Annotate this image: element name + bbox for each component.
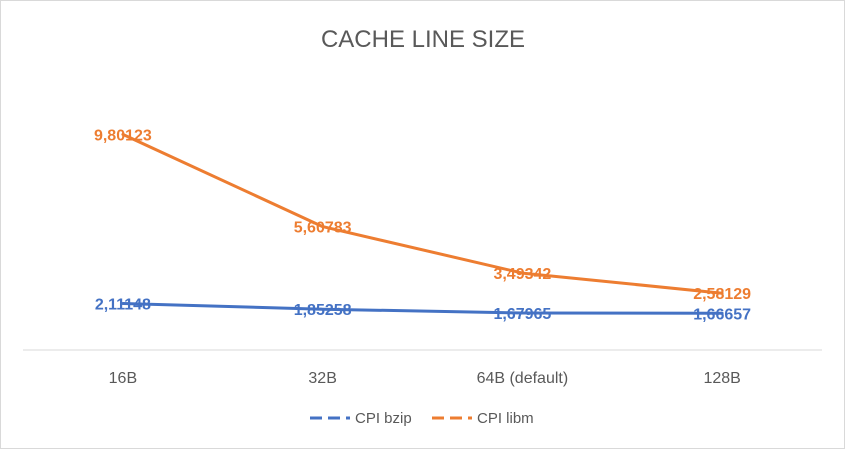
chart-title: CACHE LINE SIZE: [321, 26, 525, 53]
legend-label-cpi-bzip: CPI bzip: [355, 410, 412, 427]
x-tick-labels: 16B 32B 64B (default) 128B: [109, 370, 741, 387]
data-label: 9,80123: [94, 127, 152, 144]
data-label: 1,85258: [294, 302, 352, 319]
data-label: 2,11148: [95, 297, 151, 314]
x-tick-label: 32B: [308, 370, 336, 387]
data-label: 3,49342: [493, 266, 551, 283]
data-label: 1,66657: [693, 306, 751, 323]
data-label: 5,60783: [294, 220, 352, 237]
x-tick-label: 16B: [109, 370, 137, 387]
x-tick-label: 128B: [703, 370, 740, 387]
legend-label-cpi-libm: CPI libm: [477, 410, 534, 427]
series-line-cpi-bzip: [121, 302, 724, 315]
series-lines: [121, 132, 724, 315]
series-line-cpi-libm: [121, 132, 724, 295]
x-tick-label: 64B (default): [477, 370, 569, 387]
legend: CPI bzip CPI libm: [310, 410, 534, 427]
data-label: 1,67965: [493, 306, 551, 323]
data-labels: 2,11148 1,85258 1,67965 1,66657 9,80123 5,607…: [94, 127, 751, 323]
data-label: 2,58129: [693, 286, 751, 303]
